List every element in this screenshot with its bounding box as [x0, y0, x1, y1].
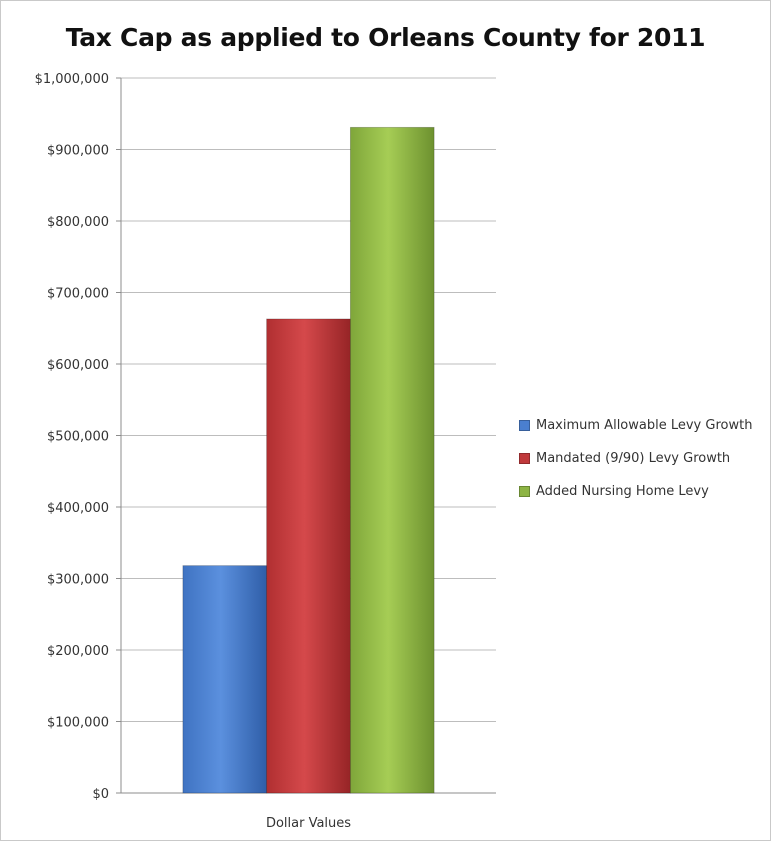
legend-item: Added Nursing Home Levy [519, 481, 752, 502]
y-tick-label: $200,000 [47, 644, 109, 659]
y-tick-label: $300,000 [47, 573, 109, 588]
x-category-label: Dollar Values [266, 816, 351, 831]
legend-swatch [519, 453, 530, 464]
legend-item: Mandated (9/90) Levy Growth [519, 448, 752, 469]
bar-series-2 [266, 318, 351, 794]
legend-swatch [519, 420, 530, 431]
legend-label: Added Nursing Home Levy [536, 484, 709, 499]
y-tick-label: $500,000 [47, 430, 109, 445]
chart-title: Tax Cap as applied to Orleans County for… [65, 23, 706, 52]
tick-labels: $0 $100,000 $200,000 $300,000 $400,000 $500,0… [35, 72, 352, 831]
y-tick-label: $0 [92, 787, 109, 802]
bar-series-3 [349, 126, 435, 794]
legend-label: Maximum Allowable Levy Growth [536, 418, 753, 433]
legend-item: Maximum Allowable Levy Growth [519, 415, 752, 436]
legend-swatch [519, 486, 530, 497]
y-tick-label: $800,000 [47, 215, 109, 230]
y-tick-label: $1,000,000 [35, 72, 109, 87]
bar-series-1 [182, 565, 268, 794]
y-tick-label: $700,000 [47, 287, 109, 302]
y-tick-label: $900,000 [47, 144, 109, 159]
y-tick-label: $100,000 [47, 716, 109, 731]
legend: Maximum Allowable Levy Growth Mandated (9… [519, 415, 752, 514]
y-tick-label: $600,000 [47, 358, 109, 373]
bars [182, 126, 435, 794]
y-tick-label: $400,000 [47, 501, 109, 516]
legend-label: Mandated (9/90) Levy Growth [536, 451, 731, 466]
